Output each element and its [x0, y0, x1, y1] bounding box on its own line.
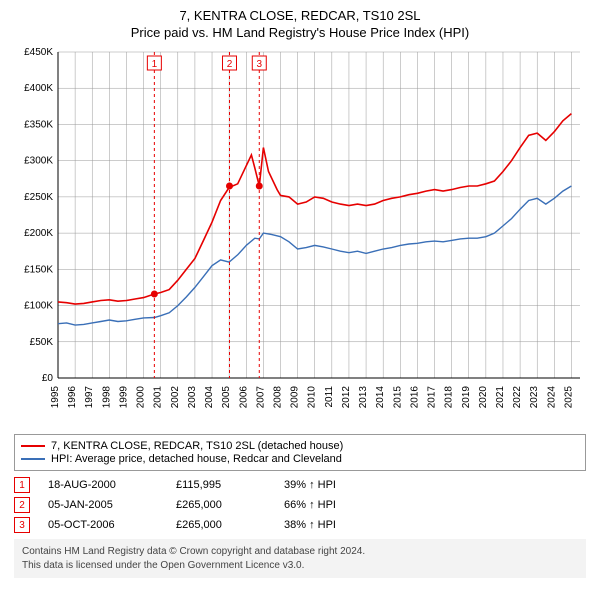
sale-row: 1 18-AUG-2000 £115,995 39% ↑ HPI: [14, 477, 586, 493]
svg-text:2008: 2008: [272, 386, 283, 409]
sale-diff: 39% ↑ HPI: [284, 479, 374, 491]
sale-row: 3 05-OCT-2006 £265,000 38% ↑ HPI: [14, 517, 586, 533]
svg-text:2013: 2013: [358, 386, 369, 409]
svg-text:2017: 2017: [427, 386, 438, 409]
svg-text:2007: 2007: [255, 386, 266, 409]
svg-text:2012: 2012: [341, 386, 352, 409]
svg-text:1995: 1995: [50, 386, 61, 409]
svg-text:2019: 2019: [461, 386, 472, 409]
svg-text:2018: 2018: [444, 386, 455, 409]
svg-text:£100K: £100K: [24, 301, 53, 312]
svg-text:2004: 2004: [204, 386, 215, 409]
svg-text:2: 2: [227, 59, 233, 70]
svg-text:2016: 2016: [409, 386, 420, 409]
plot-area: £0 £50K £100K £150K £200K £250K £300K £350K £400…: [10, 46, 590, 426]
sale-marker-badge: 1: [14, 477, 30, 493]
sale-date: 05-OCT-2006: [48, 519, 158, 531]
sale-row: 2 05-JAN-2005 £265,000 66% ↑ HPI: [14, 497, 586, 513]
svg-text:2006: 2006: [238, 386, 249, 409]
svg-text:£400K: £400K: [24, 83, 53, 94]
legend: 7, KENTRA CLOSE, REDCAR, TS10 2SL (detac…: [14, 434, 586, 471]
legend-item: 7, KENTRA CLOSE, REDCAR, TS10 2SL (detac…: [21, 440, 579, 452]
attribution-footer: Contains HM Land Registry data © Crown c…: [14, 539, 586, 578]
chart-svg: £0 £50K £100K £150K £200K £250K £300K £350K £400…: [10, 46, 590, 426]
svg-text:£350K: £350K: [24, 119, 53, 130]
svg-text:2014: 2014: [375, 386, 386, 409]
legend-label: HPI: Average price, detached house, Redc…: [51, 453, 342, 465]
sale-diff: 66% ↑ HPI: [284, 499, 374, 511]
sale-price: £265,000: [176, 519, 266, 531]
svg-text:2009: 2009: [290, 386, 301, 409]
svg-text:1999: 1999: [118, 386, 129, 409]
svg-text:£200K: £200K: [24, 228, 53, 239]
svg-text:£0: £0: [42, 373, 54, 384]
svg-text:2002: 2002: [170, 386, 181, 409]
chart-container: 7, KENTRA CLOSE, REDCAR, TS10 2SL Price …: [0, 0, 600, 586]
title-block: 7, KENTRA CLOSE, REDCAR, TS10 2SL Price …: [10, 8, 590, 40]
svg-text:3: 3: [256, 59, 262, 70]
sale-marker-badge: 2: [14, 497, 30, 513]
svg-text:2022: 2022: [512, 386, 523, 409]
svg-text:1997: 1997: [84, 386, 95, 409]
sale-diff: 38% ↑ HPI: [284, 519, 374, 531]
title-address: 7, KENTRA CLOSE, REDCAR, TS10 2SL: [10, 8, 590, 23]
svg-text:£450K: £450K: [24, 47, 53, 58]
footer-line1: Contains HM Land Registry data © Crown c…: [22, 545, 578, 559]
title-subtitle: Price paid vs. HM Land Registry's House …: [10, 25, 590, 40]
sales-table: 1 18-AUG-2000 £115,995 39% ↑ HPI 2 05-JAN-200…: [14, 477, 586, 533]
svg-text:2020: 2020: [478, 386, 489, 409]
svg-text:£50K: £50K: [30, 337, 54, 348]
legend-swatch: [21, 445, 45, 447]
svg-text:2021: 2021: [495, 386, 506, 409]
svg-text:2025: 2025: [563, 386, 574, 409]
sale-date: 18-AUG-2000: [48, 479, 158, 491]
svg-text:2024: 2024: [546, 386, 557, 409]
legend-label: 7, KENTRA CLOSE, REDCAR, TS10 2SL (detac…: [51, 440, 343, 452]
svg-text:£250K: £250K: [24, 192, 53, 203]
sale-price: £265,000: [176, 499, 266, 511]
svg-text:2015: 2015: [392, 386, 403, 409]
svg-text:1: 1: [152, 59, 158, 70]
svg-text:2023: 2023: [529, 386, 540, 409]
svg-text:2011: 2011: [324, 386, 335, 408]
footer-line2: This data is licensed under the Open Gov…: [22, 559, 578, 573]
svg-text:2003: 2003: [187, 386, 198, 409]
legend-item: HPI: Average price, detached house, Redc…: [21, 453, 579, 465]
svg-text:2000: 2000: [136, 386, 147, 409]
sale-marker-badge: 3: [14, 517, 30, 533]
svg-text:2005: 2005: [221, 386, 232, 409]
svg-text:£150K: £150K: [24, 264, 53, 275]
legend-swatch: [21, 458, 45, 460]
svg-text:1996: 1996: [67, 386, 78, 409]
svg-text:2010: 2010: [307, 386, 318, 409]
svg-text:£300K: £300K: [24, 156, 53, 167]
sale-date: 05-JAN-2005: [48, 499, 158, 511]
svg-text:2001: 2001: [153, 386, 164, 409]
svg-text:1998: 1998: [101, 386, 112, 409]
sale-price: £115,995: [176, 479, 266, 491]
